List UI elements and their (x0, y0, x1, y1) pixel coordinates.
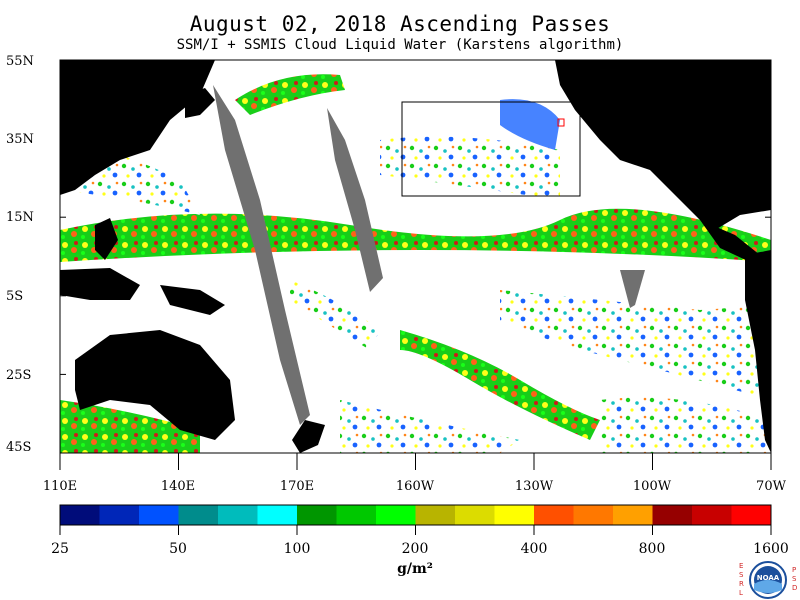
colorbar-swatch (336, 505, 377, 525)
map-subtitle: SSM/I + SSMIS Cloud Liquid Water (Karste… (176, 37, 624, 53)
colorbar-swatch (534, 505, 574, 525)
south-america (745, 250, 771, 453)
logo-letter: E (739, 562, 743, 570)
colorbar-swatch (455, 505, 495, 525)
colorbar-label: 800 (638, 541, 666, 557)
logo-letter: P (792, 566, 796, 574)
colorbar-swatch (415, 505, 456, 525)
colorbar-label: 50 (169, 541, 187, 557)
lon-ticks (59, 453, 772, 470)
asia-landmass (60, 60, 215, 195)
lon-label: 170E (279, 479, 315, 494)
lat-label: 15N (6, 210, 34, 225)
colorbar-swatch (613, 505, 653, 525)
lon-label: 140E (160, 479, 196, 494)
new-guinea (160, 285, 225, 315)
map-title: August 02, 2018 Ascending Passes (189, 12, 611, 36)
colorbar-swatch (376, 505, 416, 525)
colorbar-swatch (297, 505, 337, 525)
lat-label: 5S (6, 289, 24, 304)
australia (75, 330, 235, 440)
colorbar-units: g/m² (397, 561, 433, 577)
swath-gap-3 (620, 270, 645, 308)
colorbar-swatch (99, 505, 140, 525)
colorbar-label: 1600 (753, 541, 789, 557)
colorbar-swatch (573, 505, 614, 525)
colorbar-swatch (652, 505, 693, 525)
lon-label: 130W (514, 479, 554, 494)
colorbar-swatch (178, 505, 219, 525)
lat-label: 25S (6, 368, 32, 383)
lon-label: 100W (632, 479, 672, 494)
swath-gap-2 (327, 108, 383, 292)
colorbar-swatch (257, 505, 298, 525)
new-zealand (292, 420, 325, 453)
colorbar-label: 100 (283, 541, 311, 557)
colorbar-label: 200 (401, 541, 429, 557)
colorbar-swatch (60, 505, 100, 525)
colorbar (59, 504, 772, 526)
colorbar-swatch (731, 505, 772, 525)
lon-label: 110E (42, 479, 78, 494)
japan (185, 88, 215, 118)
lon-label: 70W (756, 479, 786, 494)
colorbar-label: 25 (51, 541, 69, 557)
logo-letter: L (739, 589, 743, 597)
cloud-bands (60, 74, 771, 453)
colorbar-swatch (494, 505, 535, 525)
colorbar-swatch (139, 505, 179, 525)
lat-label: 35N (6, 132, 34, 147)
borneo-indonesia (60, 268, 140, 300)
lat-ticks (60, 59, 771, 454)
logo-letter: R (739, 580, 744, 588)
region-box (401, 101, 581, 197)
north-america (555, 60, 771, 230)
logo-letter: S (739, 571, 744, 579)
colorbar-ticks (59, 525, 772, 535)
red-marker (557, 118, 565, 127)
swath-gap-1 (213, 85, 310, 425)
philippines (95, 218, 118, 260)
lat-label: 45S (6, 440, 32, 455)
central-america (700, 220, 760, 262)
svg-text:NOAA: NOAA (757, 574, 780, 582)
colorbar-label: 400 (520, 541, 548, 557)
swath-gaps (213, 85, 645, 425)
lat-label: 55N (6, 54, 34, 69)
lon-label: 160W (395, 479, 435, 494)
colorbar-swatch (692, 505, 732, 525)
colorbar-swatch (218, 505, 258, 525)
logo-letter: D (792, 584, 797, 592)
land-masses (60, 60, 771, 453)
logo-letter: S (792, 575, 797, 583)
